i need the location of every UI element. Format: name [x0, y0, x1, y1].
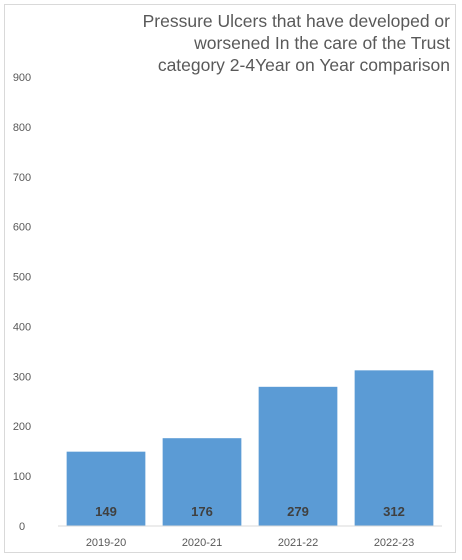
x-tick-label: 2021-22 — [278, 537, 318, 549]
bar — [162, 438, 242, 526]
y-tick-label: 600 — [13, 222, 31, 234]
bars — [66, 370, 434, 526]
chart-title-line-1: Pressure Ulcers that have developed or — [142, 11, 450, 31]
x-tick-label: 2020-21 — [182, 537, 222, 549]
y-tick-label: 300 — [13, 371, 31, 383]
y-tick-label: 100 — [13, 471, 31, 483]
y-axis-ticks: 0 100 200 300 400 500 600 700 800 900 — [13, 72, 31, 533]
y-tick-label: 500 — [13, 272, 31, 284]
y-tick-label: 400 — [13, 321, 31, 333]
bar — [66, 451, 146, 526]
bar — [354, 370, 434, 526]
data-label: 176 — [191, 504, 213, 519]
y-tick-label: 0 — [19, 521, 25, 533]
data-label: 312 — [383, 504, 405, 519]
bar — [258, 386, 338, 526]
chart-title-line-3: category 2-4Year on Year comparison — [157, 55, 450, 75]
x-tick-label: 2022-23 — [374, 537, 414, 549]
x-axis-ticks: 2019-20 2020-21 2021-22 2022-23 — [86, 537, 414, 549]
y-tick-label: 900 — [13, 72, 31, 84]
chart-title: Pressure Ulcers that have developed or w… — [90, 10, 450, 76]
data-label: 149 — [95, 504, 117, 519]
chart-title-line-2: worsened In the care of the Trust — [194, 33, 450, 53]
data-labels: 149 176 279 312 — [95, 504, 405, 519]
y-tick-label: 800 — [13, 122, 31, 134]
y-tick-label: 200 — [13, 421, 31, 433]
y-tick-label: 700 — [13, 172, 31, 184]
data-label: 279 — [287, 504, 309, 519]
x-tick-label: 2019-20 — [86, 537, 126, 549]
